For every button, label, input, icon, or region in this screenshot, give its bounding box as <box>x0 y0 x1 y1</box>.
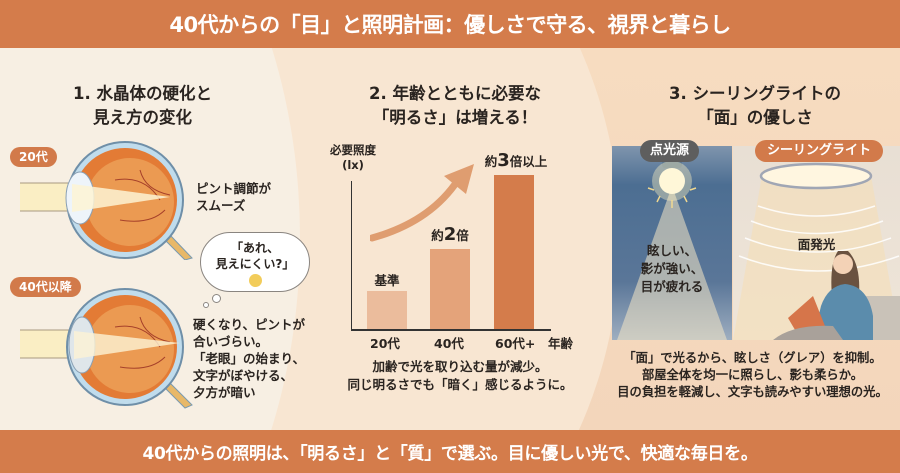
thought-line: 「あれ、 <box>230 241 280 255</box>
point-desc-line: 影が強い、 <box>640 261 704 276</box>
aged-desc-line: 硬くなり、ピントが <box>193 317 306 332</box>
panel1-title: 1. 水晶体の硬化と 見え方の変化 <box>20 82 265 130</box>
footer-banner: 40代からの照明は、「明るさ」と「質」で選ぶ。目に優しい光で、快適な毎日を。 <box>0 430 900 473</box>
bar-40s-suffix: 倍 <box>456 228 469 243</box>
footer-text: 40代からの照明は、「明るさ」と「質」で選ぶ。目に優しい光で、快適な毎日を。 <box>142 444 758 464</box>
bar-60s-prefix: 約 <box>484 154 498 169</box>
bar-60s-value: 3 <box>497 150 510 171</box>
x-axis-label: 年齢 <box>548 336 574 351</box>
thought-bubble: 「あれ、 見えにくい?」 <box>200 232 310 292</box>
thought-dot <box>212 294 221 303</box>
point-source-tag: 点光源 <box>640 140 700 162</box>
point-desc-line: 眩しい、 <box>646 243 697 258</box>
y-axis-label-line2: (lx) <box>342 158 364 172</box>
bar-60s-label: 約3倍以上 <box>476 150 556 171</box>
panel3-caption-line: 部屋全体を均一に照らし、影も柔らか。 <box>641 368 864 382</box>
panel2-title-line2: 「明るさ」は増える！ <box>372 108 538 127</box>
ceiling-light-icon <box>733 162 900 340</box>
young-desc-line: ピント調節が <box>196 181 272 196</box>
bar-60s-suffix: 倍以上 <box>509 154 548 169</box>
panel2-title: 2. 年齢とともに必要な 「明るさ」は増える！ <box>330 82 580 130</box>
point-source-description: 眩しい、 影が強い、 目が疲れる <box>612 242 732 296</box>
y-axis <box>351 181 352 330</box>
thought-dot <box>203 302 209 308</box>
x-tick-60s-plus: 60代+ <box>495 336 536 351</box>
panel3-caption: 「面」で光るから、眩しさ（グレア）を抑制。 部屋全体を均一に照らし、影も柔らか。… <box>605 350 900 401</box>
increase-arrow-icon <box>370 164 474 242</box>
thought-line: 見えにくい?」 <box>215 257 295 271</box>
bar-40s-prefix: 約 <box>431 228 444 243</box>
eye-young-icon <box>20 141 193 260</box>
page-title: 40代からの「目」と照明計画：優しさで守る、視界と暮らし <box>169 13 731 37</box>
young-eye-description: ピント調節が スムーズ <box>196 180 271 214</box>
point-source-scene: 眩しい、 影が強い、 目が疲れる <box>612 146 732 340</box>
bar-40s-value: 2 <box>443 224 457 245</box>
panel3-caption-line: 目の負担を軽減し、文字も読みやすい理想の光。 <box>617 385 888 399</box>
bar-40s <box>430 249 470 329</box>
aged-desc-line: 合いづらい。 <box>193 334 269 349</box>
surface-light-label: 面発光 <box>797 237 836 252</box>
x-tick-40s: 40代 <box>434 336 464 351</box>
panel3-title: 3. シーリングライトの 「面」の優しさ <box>610 82 900 130</box>
panel2-caption: 加齢で光を取り込む量が減少。 同じ明るさでも「暗く」感じるように。 <box>330 358 590 394</box>
panel2-title-line1: 2. 年齢とともに必要な <box>369 84 541 103</box>
panel3-title-line1: 3. シーリングライトの <box>669 84 841 103</box>
panel3-title-line2: 「面」の優しさ <box>697 108 813 127</box>
point-desc-line: 目が疲れる <box>640 279 704 294</box>
ceiling-light-scene: 面発光 <box>733 146 900 340</box>
aged-desc-line: 「老眼」の始まり、 <box>193 351 306 366</box>
y-axis-label-line1: 必要照度 <box>330 143 376 157</box>
panel1-title-line1: 1. 水晶体の硬化と <box>73 84 212 103</box>
aged-desc-line: 文字がぼやける、 <box>193 368 294 383</box>
eye-aged-icon <box>20 288 193 409</box>
panel2-caption-line: 同じ明るさでも「暗く」感じるように。 <box>347 377 573 392</box>
y-axis-label: 必要照度 (lx) <box>318 143 388 173</box>
x-tick-20s: 20代 <box>370 336 400 351</box>
aged-eye-description: 硬くなり、ピントが 合いづらい。 「老眼」の始まり、 文字がぼやける、 夕方が暗… <box>193 316 305 401</box>
ceiling-light-tag: シーリングライト <box>755 140 884 162</box>
aged-desc-line: 夕方が暗い <box>193 385 256 400</box>
bar-40s-label: 約2倍 <box>420 224 480 245</box>
header-banner: 40代からの「目」と照明計画：優しさで守る、視界と暮らし <box>0 0 900 48</box>
panel3-caption-line: 「面」で光るから、眩しさ（グレア）を抑制。 <box>623 351 882 365</box>
bar-20s <box>367 291 407 329</box>
tag-40s-plus: 40代以降 <box>10 277 81 297</box>
bar-20s-label: 基準 <box>374 273 400 288</box>
young-desc-line: スムーズ <box>196 198 246 213</box>
panel2-caption-line: 加齢で光を取り込む量が減少。 <box>372 359 548 374</box>
tag-20s: 20代 <box>10 147 57 167</box>
confused-face-icon <box>248 274 262 287</box>
panel1-title-line2: 見え方の変化 <box>93 108 192 127</box>
x-axis <box>351 329 551 331</box>
bar-60s-plus <box>494 175 534 329</box>
